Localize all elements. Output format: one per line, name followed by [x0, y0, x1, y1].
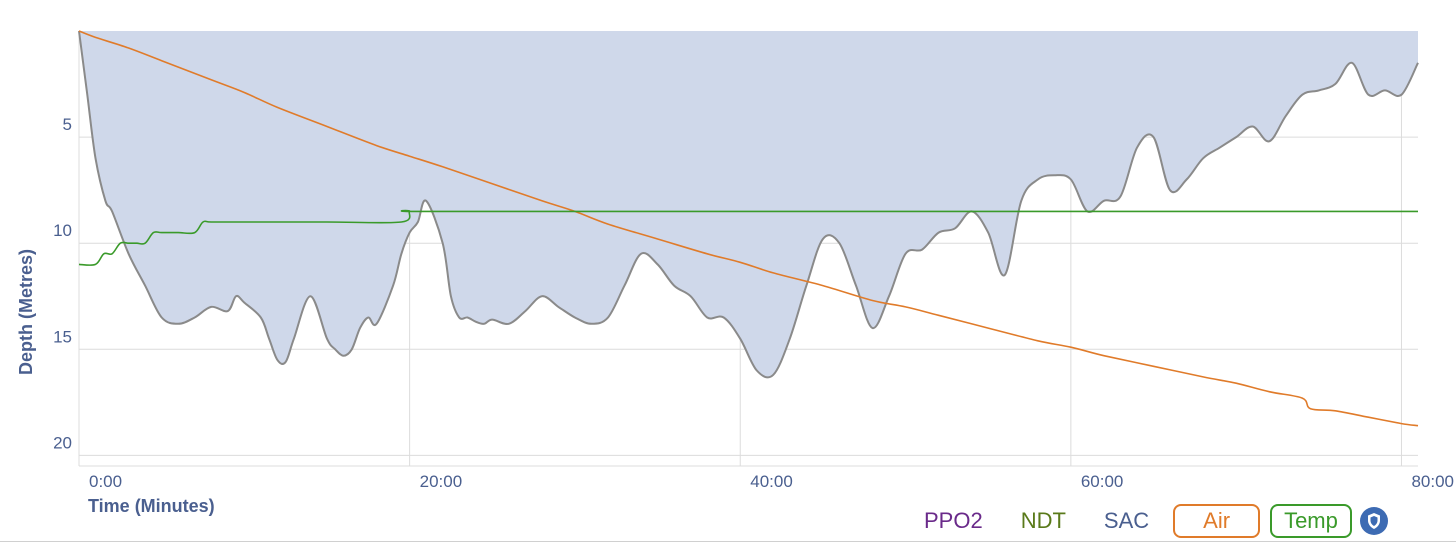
- x-axis-title: Time (Minutes): [88, 496, 215, 516]
- y-tick-label: 10: [53, 221, 72, 240]
- depth-area-fill: [79, 31, 1418, 378]
- shield-icon[interactable]: [1359, 507, 1388, 535]
- y-tick-label: 15: [53, 327, 72, 346]
- x-tick-label: 40:00: [750, 472, 793, 491]
- axes: 0:00 20:00 40:00 60:00 80:00 5 10 15 20: [53, 115, 1454, 491]
- x-tick-label: 60:00: [1081, 472, 1124, 491]
- x-tick-label: 20:00: [420, 472, 463, 491]
- depth-area: [78, 30, 1419, 379]
- shield-glyph: [1367, 513, 1380, 529]
- bottom-divider: [0, 541, 1456, 542]
- y-tick-label: 20: [53, 433, 72, 452]
- legend-ppo2-toggle[interactable]: PPO2: [924, 508, 983, 533]
- legend-air-toggle[interactable]: Air: [1173, 504, 1261, 538]
- legend-ndt-toggle[interactable]: NDT: [1020, 508, 1066, 533]
- x-tick-label: 80:00: [1411, 472, 1454, 491]
- legend-sac-toggle[interactable]: SAC: [1103, 508, 1150, 533]
- air-line: [78, 30, 1419, 427]
- x-tick-label: 0:00: [89, 472, 122, 491]
- y-tick-label: 5: [63, 115, 72, 134]
- legend-temp-toggle[interactable]: Temp: [1270, 504, 1352, 538]
- series-lines: [78, 30, 1419, 427]
- temp-line: [78, 209, 1418, 266]
- y-axis-title: Depth (Metres): [16, 249, 36, 375]
- depth-line: [78, 30, 1419, 379]
- legend: PPO2 NDT SAC Air Temp: [900, 504, 1388, 538]
